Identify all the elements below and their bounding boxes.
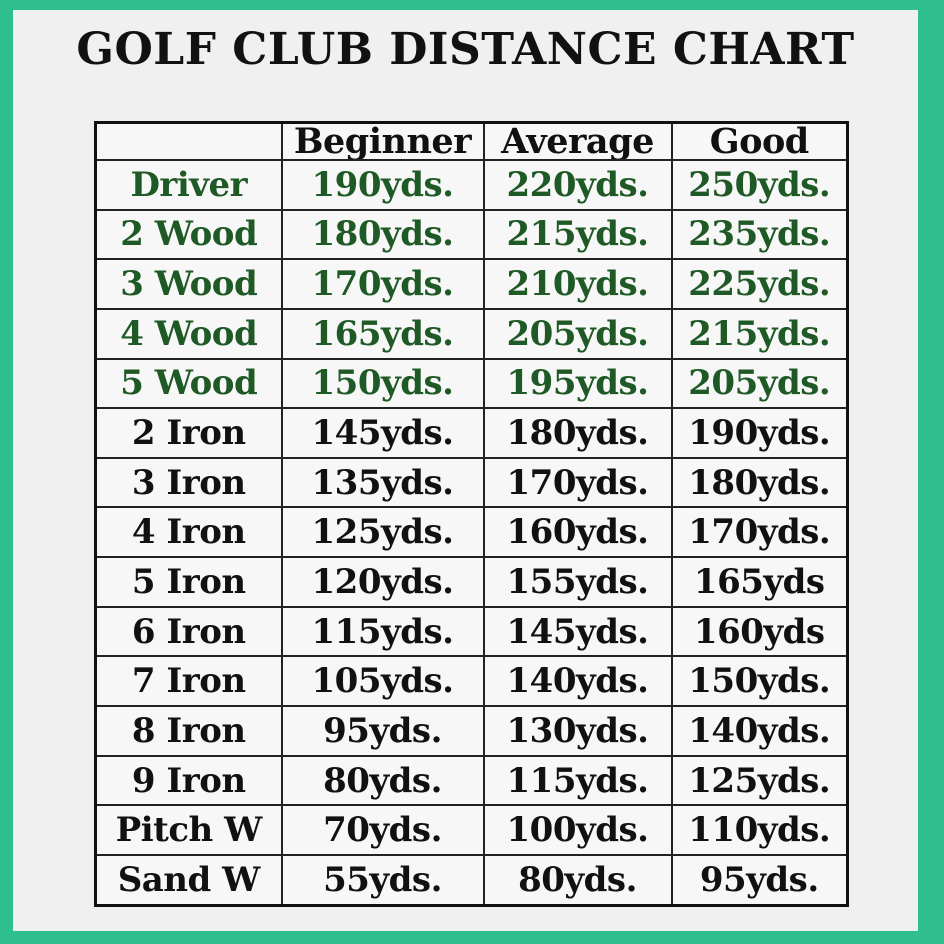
chart-card: GOLF CLUB DISTANCE CHART Beginner Averag… [13,10,918,931]
table-row: 6 Iron 115yds. 145yds. 160yds [94,605,849,658]
good-distance-cell: 235yds. [670,208,849,261]
table-row: 5 Iron 120yds. 155yds. 165yds [94,556,849,608]
beginner-distance-cell: 135yds. [280,456,485,509]
average-distance-cell: 160yds. [482,506,673,559]
good-distance-cell: 225yds. [670,258,849,310]
average-distance-cell: 100yds. [482,804,673,856]
table-row: 4 Iron 125yds. 160yds. 170yds. [94,506,849,559]
header-row: Beginner Average Good [94,121,849,161]
header-good: Good [670,121,849,161]
average-distance-cell: 145yds. [482,605,673,658]
good-distance-cell: 205yds. [670,357,849,410]
good-distance-cell: 125yds. [670,754,849,807]
beginner-distance-cell: 55yds. [280,853,485,907]
average-distance-cell: 220yds. [482,159,673,211]
good-distance-cell: 170yds. [670,506,849,559]
average-distance-cell: 210yds. [482,258,673,310]
header-beginner: Beginner [280,121,485,161]
good-distance-cell: 215yds. [670,307,849,360]
good-distance-cell: 140yds. [670,705,849,757]
table-row: Driver 190yds. 220yds. 250yds. [94,159,849,211]
table-row: 2 Wood 180yds. 215yds. 235yds. [94,208,849,261]
average-distance-cell: 205yds. [482,307,673,360]
average-distance-cell: 140yds. [482,655,673,708]
average-distance-cell: 115yds. [482,754,673,807]
club-name-cell: 4 Wood [94,307,283,360]
good-distance-cell: 190yds. [670,407,849,459]
table-row: Pitch W 70yds. 100yds. 110yds. [94,804,849,856]
table-body: Driver 190yds. 220yds. 250yds. 2 Wood 180yds.… [94,159,849,907]
table-row: Sand W 55yds. 80yds. 95yds. [94,853,849,907]
beginner-distance-cell: 105yds. [280,655,485,708]
table-row: 7 Iron 105yds. 140yds. 150yds. [94,655,849,708]
club-name-cell: 4 Iron [94,506,283,559]
average-distance-cell: 215yds. [482,208,673,261]
average-distance-cell: 195yds. [482,357,673,410]
beginner-distance-cell: 180yds. [280,208,485,261]
average-distance-cell: 155yds. [482,556,673,608]
club-name-cell: 2 Iron [94,407,283,459]
club-name-cell: 3 Iron [94,456,283,509]
header-corner-cell [94,121,283,161]
good-distance-cell: 165yds [670,556,849,608]
club-name-cell: Pitch W [94,804,283,856]
table-row: 8 Iron 95yds. 130yds. 140yds. [94,705,849,757]
club-name-cell: 9 Iron [94,754,283,807]
good-distance-cell: 250yds. [670,159,849,211]
club-name-cell: 5 Iron [94,556,283,608]
beginner-distance-cell: 115yds. [280,605,485,658]
beginner-distance-cell: 80yds. [280,754,485,807]
distance-table: Beginner Average Good Driver 190yds. 220yd… [94,121,849,907]
beginner-distance-cell: 70yds. [280,804,485,856]
club-name-cell: 5 Wood [94,357,283,410]
table-row: 3 Wood 170yds. 210yds. 225yds. [94,258,849,310]
club-name-cell: 2 Wood [94,208,283,261]
average-distance-cell: 130yds. [482,705,673,757]
table-row: 2 Iron 145yds. 180yds. 190yds. [94,407,849,459]
good-distance-cell: 110yds. [670,804,849,856]
club-name-cell: Driver [94,159,283,211]
beginner-distance-cell: 170yds. [280,258,485,310]
table-row: 3 Iron 135yds. 170yds. 180yds. [94,456,849,509]
table-row: 9 Iron 80yds. 115yds. 125yds. [94,754,849,807]
beginner-distance-cell: 165yds. [280,307,485,360]
header-average: Average [482,121,673,161]
beginner-distance-cell: 95yds. [280,705,485,757]
good-distance-cell: 95yds. [670,853,849,907]
average-distance-cell: 170yds. [482,456,673,509]
table-row: 4 Wood 165yds. 205yds. 215yds. [94,307,849,360]
page-title: GOLF CLUB DISTANCE CHART [76,24,855,75]
good-distance-cell: 180yds. [670,456,849,509]
average-distance-cell: 180yds. [482,407,673,459]
good-distance-cell: 150yds. [670,655,849,708]
club-name-cell: 6 Iron [94,605,283,658]
beginner-distance-cell: 145yds. [280,407,485,459]
club-name-cell: 8 Iron [94,705,283,757]
good-distance-cell: 160yds [670,605,849,658]
beginner-distance-cell: 150yds. [280,357,485,410]
club-name-cell: 3 Wood [94,258,283,310]
beginner-distance-cell: 125yds. [280,506,485,559]
club-name-cell: 7 Iron [94,655,283,708]
beginner-distance-cell: 120yds. [280,556,485,608]
beginner-distance-cell: 190yds. [280,159,485,211]
table-row: 5 Wood 150yds. 195yds. 205yds. [94,357,849,410]
club-name-cell: Sand W [94,853,283,907]
average-distance-cell: 80yds. [482,853,673,907]
